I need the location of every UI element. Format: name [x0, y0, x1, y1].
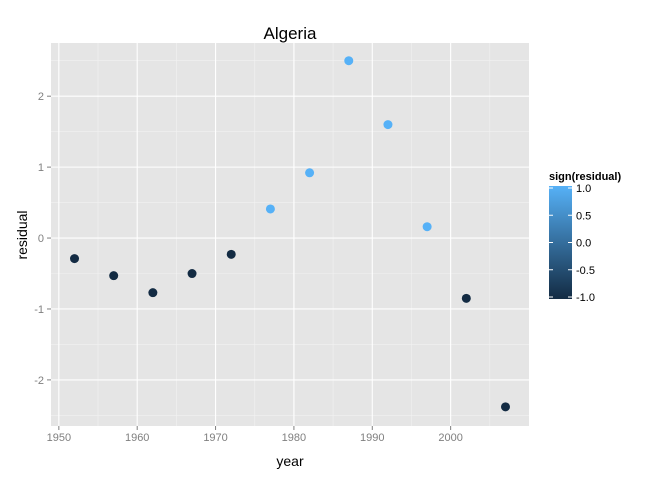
y-tick-label: -2 — [34, 375, 44, 387]
data-point — [422, 222, 432, 232]
legend-label: -0.5 — [576, 265, 595, 277]
data-point — [500, 402, 510, 412]
legend-label: 0.0 — [576, 238, 591, 250]
color-legend: sign(residual) 1.0 0.5 0.0 -0.5 -1.0 — [549, 171, 621, 304]
x-axis-title: year — [276, 453, 304, 469]
x-tick-label: 1970 — [203, 432, 227, 444]
x-tick-label: 1950 — [47, 432, 71, 444]
data-point — [265, 204, 275, 214]
data-point — [344, 56, 354, 66]
data-point — [226, 249, 236, 259]
data-point — [109, 271, 119, 281]
y-tick-label: 1 — [38, 162, 44, 174]
legend-label: -1.0 — [576, 292, 595, 304]
legend-title: sign(residual) — [549, 171, 621, 183]
data-points — [70, 56, 510, 412]
minor-gridlines — [51, 43, 529, 426]
legend-label: 0.5 — [576, 210, 591, 222]
x-tick-label: 2000 — [438, 432, 462, 444]
x-tick-label: 1990 — [360, 432, 384, 444]
axis-ticks: 1950 1960 1970 1980 1990 2000 -2 -1 0 1 2 — [34, 91, 463, 444]
legend-colorbar — [549, 186, 572, 299]
x-tick-label: 1980 — [282, 432, 306, 444]
chart-title: Algeria — [264, 24, 317, 43]
legend-ticks: 1.0 0.5 0.0 -0.5 -1.0 — [549, 183, 595, 304]
plot-panel — [51, 43, 529, 426]
y-tick-label: 0 — [38, 233, 44, 245]
data-point — [305, 168, 315, 178]
y-tick-label: 2 — [38, 91, 44, 103]
data-point — [461, 293, 471, 303]
data-point — [187, 269, 197, 279]
data-point — [148, 288, 158, 298]
data-point — [383, 120, 393, 130]
x-tick-label: 1960 — [125, 432, 149, 444]
legend-label: 1.0 — [576, 183, 591, 195]
y-tick-label: -1 — [34, 304, 44, 316]
data-point — [70, 254, 80, 264]
y-axis-title: residual — [14, 210, 30, 259]
major-gridlines — [51, 43, 529, 426]
